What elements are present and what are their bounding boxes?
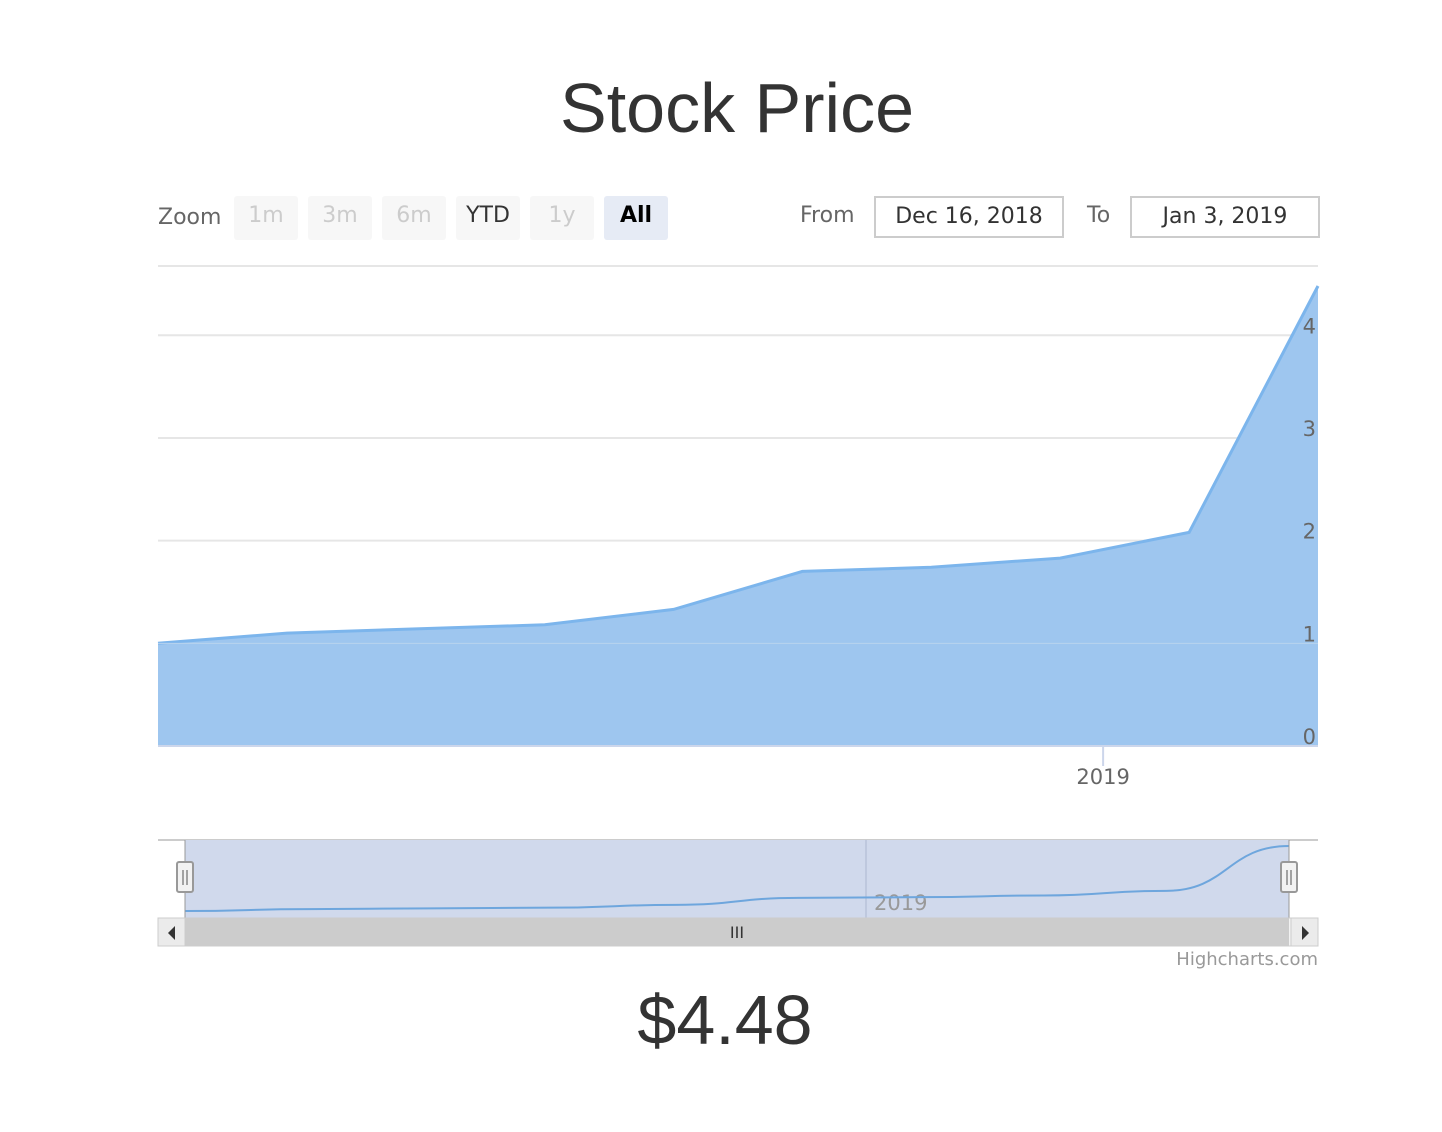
- y-tick-label: 1: [1303, 622, 1316, 646]
- scrollbar[interactable]: III: [157, 917, 1319, 947]
- axis-layer: 0 1 2 3 4 2019: [158, 314, 1318, 789]
- arrow-left-icon: [168, 926, 175, 940]
- zoom-6m-button[interactable]: 6m: [382, 196, 446, 240]
- series-line[interactable]: [157, 285, 1320, 645]
- zoom-ytd-button[interactable]: YTD: [456, 196, 520, 240]
- area-fill: [158, 286, 1318, 746]
- navigator[interactable]: 2019: [158, 839, 1318, 918]
- y-tick-label: 4: [1303, 314, 1316, 338]
- series-layer: [157, 285, 1320, 746]
- scrollbar-thumb[interactable]: [185, 918, 1289, 946]
- x-tick-label: 2019: [1076, 765, 1129, 789]
- navigator-right-handle-grip[interactable]: [1280, 861, 1298, 893]
- chart-title: Stock Price: [560, 69, 914, 147]
- navigator-x-label: 2019: [874, 891, 927, 915]
- price-display: $4.48: [637, 981, 813, 1059]
- navigator-series: [184, 845, 1290, 912]
- to-date-input[interactable]: Jan 3, 2019: [1130, 196, 1320, 238]
- credits-link[interactable]: Highcharts.com: [1176, 949, 1318, 970]
- to-label: To: [1087, 203, 1111, 228]
- from-label: From: [800, 203, 855, 228]
- navigator-mask[interactable]: [185, 840, 1289, 918]
- zoom-1m-button[interactable]: 1m: [234, 196, 298, 240]
- zoom-3m-button[interactable]: 3m: [308, 196, 372, 240]
- navigator-right-handle[interactable]: [1280, 840, 1298, 918]
- zoom-all-button[interactable]: All: [604, 196, 668, 240]
- zoom-1y-button[interactable]: 1y: [530, 196, 594, 240]
- y-tick-label: 2: [1303, 520, 1316, 544]
- zoom-label: Zoom: [158, 205, 222, 230]
- from-date-input[interactable]: Dec 16, 2018: [874, 196, 1064, 238]
- navigator-left-handle[interactable]: [176, 840, 194, 918]
- scrollbar-grip[interactable]: III: [730, 923, 744, 942]
- y-tick-label: 3: [1303, 417, 1316, 441]
- arrow-right-icon: [1302, 926, 1309, 940]
- navigator-left-handle-grip[interactable]: [176, 861, 194, 893]
- y-tick-label: 0: [1303, 725, 1316, 749]
